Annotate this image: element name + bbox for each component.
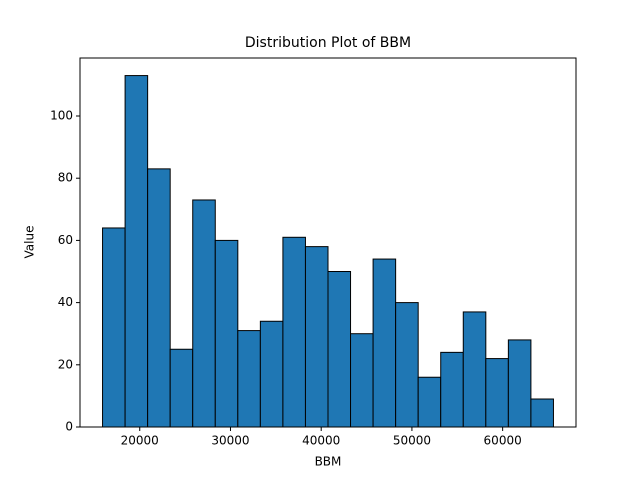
bar: [350, 333, 374, 428]
bar: [169, 348, 194, 428]
bar: [372, 258, 397, 428]
bar: [192, 199, 216, 428]
x-tick-label: 30000: [211, 434, 249, 448]
bar: [485, 358, 509, 428]
plot-frame: [79, 57, 577, 428]
bar: [147, 168, 171, 428]
y-tick-label: 40: [58, 295, 73, 309]
y-axis-label: Value: [23, 226, 37, 259]
bar: [259, 320, 284, 428]
bar: [124, 75, 149, 428]
bar: [440, 351, 464, 428]
bar: [237, 330, 261, 428]
x-axis-label: BBM: [315, 455, 342, 469]
y-tick-label: 60: [58, 233, 73, 247]
chart-title: Distribution Plot of BBM: [245, 35, 411, 51]
bar: [327, 271, 352, 428]
bar: [507, 339, 532, 428]
bar: [417, 376, 442, 428]
y-tick-label: 0: [65, 420, 73, 434]
bar: [462, 311, 487, 428]
bar: [214, 239, 239, 428]
y-tick-label: 100: [50, 109, 73, 123]
x-tick-label: 40000: [302, 434, 340, 448]
bar: [395, 302, 419, 428]
bar: [282, 236, 306, 428]
bar: [530, 398, 554, 428]
y-tick-label: 80: [58, 171, 73, 185]
y-tick-label: 20: [58, 357, 73, 371]
bar: [102, 227, 126, 428]
x-tick-label: 20000: [121, 434, 159, 448]
x-tick-label: 50000: [393, 434, 431, 448]
x-tick-label: 60000: [484, 434, 522, 448]
bar: [304, 246, 329, 428]
